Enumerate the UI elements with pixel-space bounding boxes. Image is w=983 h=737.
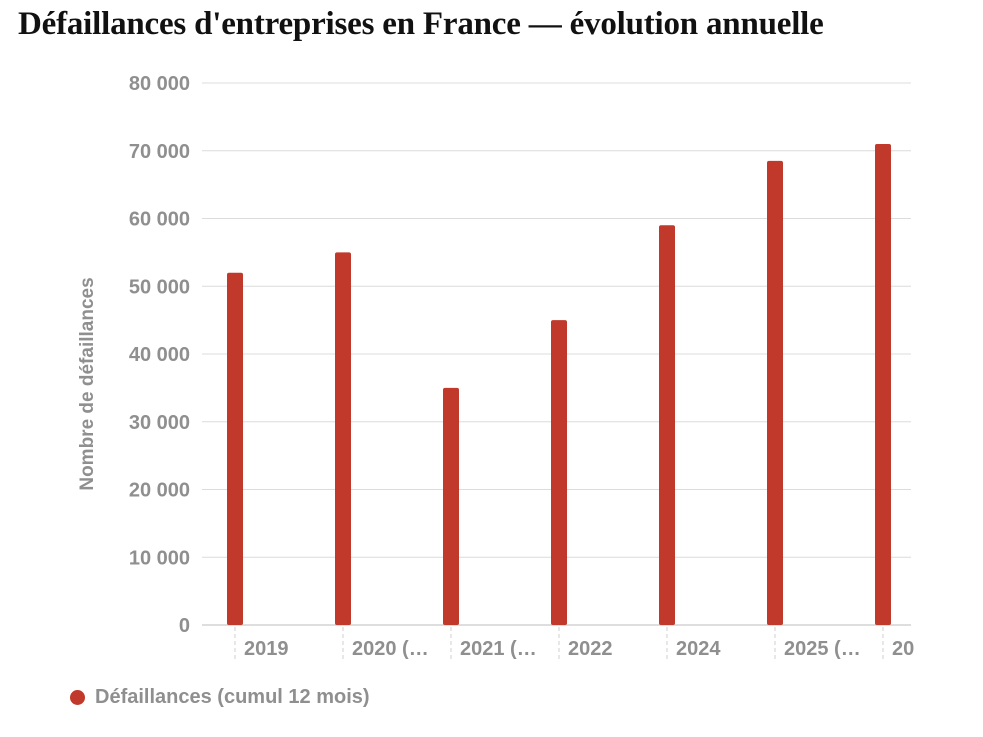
- y-tick-label: 10 000: [129, 547, 190, 569]
- x-tick-label: 2022: [568, 638, 613, 660]
- y-axis-tick-labels: 0 10 000 20 000 30 000 40 000 50 000 60 000 70 …: [129, 73, 190, 637]
- y-tick-label: 0: [179, 615, 190, 637]
- y-tick-label: 20 000: [129, 480, 190, 502]
- x-tick-label: 2020 (…: [352, 638, 429, 660]
- bars: [227, 143, 891, 625]
- x-tick-label: 2019: [244, 638, 289, 660]
- bar[interactable]: [551, 320, 567, 625]
- legend[interactable]: Défaillances (cumul 12 mois): [70, 686, 370, 709]
- x-tick-label: 20: [892, 638, 914, 660]
- x-axis-tick-labels: 2019 2020 (… 2021 (… 2022 2024 2025 (… 20: [234, 627, 914, 662]
- y-tick-label: 30 000: [129, 412, 190, 434]
- bar[interactable]: [227, 272, 243, 625]
- bar-chart: 0 10 000 20 000 30 000 40 000 50 000 60 000 70 …: [77, 73, 914, 662]
- y-tick-label: 70 000: [129, 141, 190, 163]
- y-tick-label: 40 000: [129, 344, 190, 366]
- legend-swatch-icon: [70, 690, 85, 705]
- chart-title: Défaillances d'entreprises en France — é…: [18, 6, 824, 42]
- bar[interactable]: [443, 387, 459, 625]
- bar[interactable]: [335, 252, 351, 625]
- x-tick-label: 2025 (…: [784, 638, 861, 660]
- x-tick-label: 2024: [676, 638, 721, 660]
- bar[interactable]: [875, 143, 891, 625]
- y-tick-label: 60 000: [129, 209, 190, 231]
- y-tick-label: 50 000: [129, 276, 190, 298]
- y-axis-title: Nombre de défaillances: [77, 277, 98, 490]
- y-tick-label: 80 000: [129, 73, 190, 95]
- legend-label: Défaillances (cumul 12 mois): [95, 686, 370, 708]
- x-tick-label: 2021 (…: [460, 638, 537, 660]
- bar[interactable]: [767, 160, 783, 625]
- bar[interactable]: [659, 225, 675, 625]
